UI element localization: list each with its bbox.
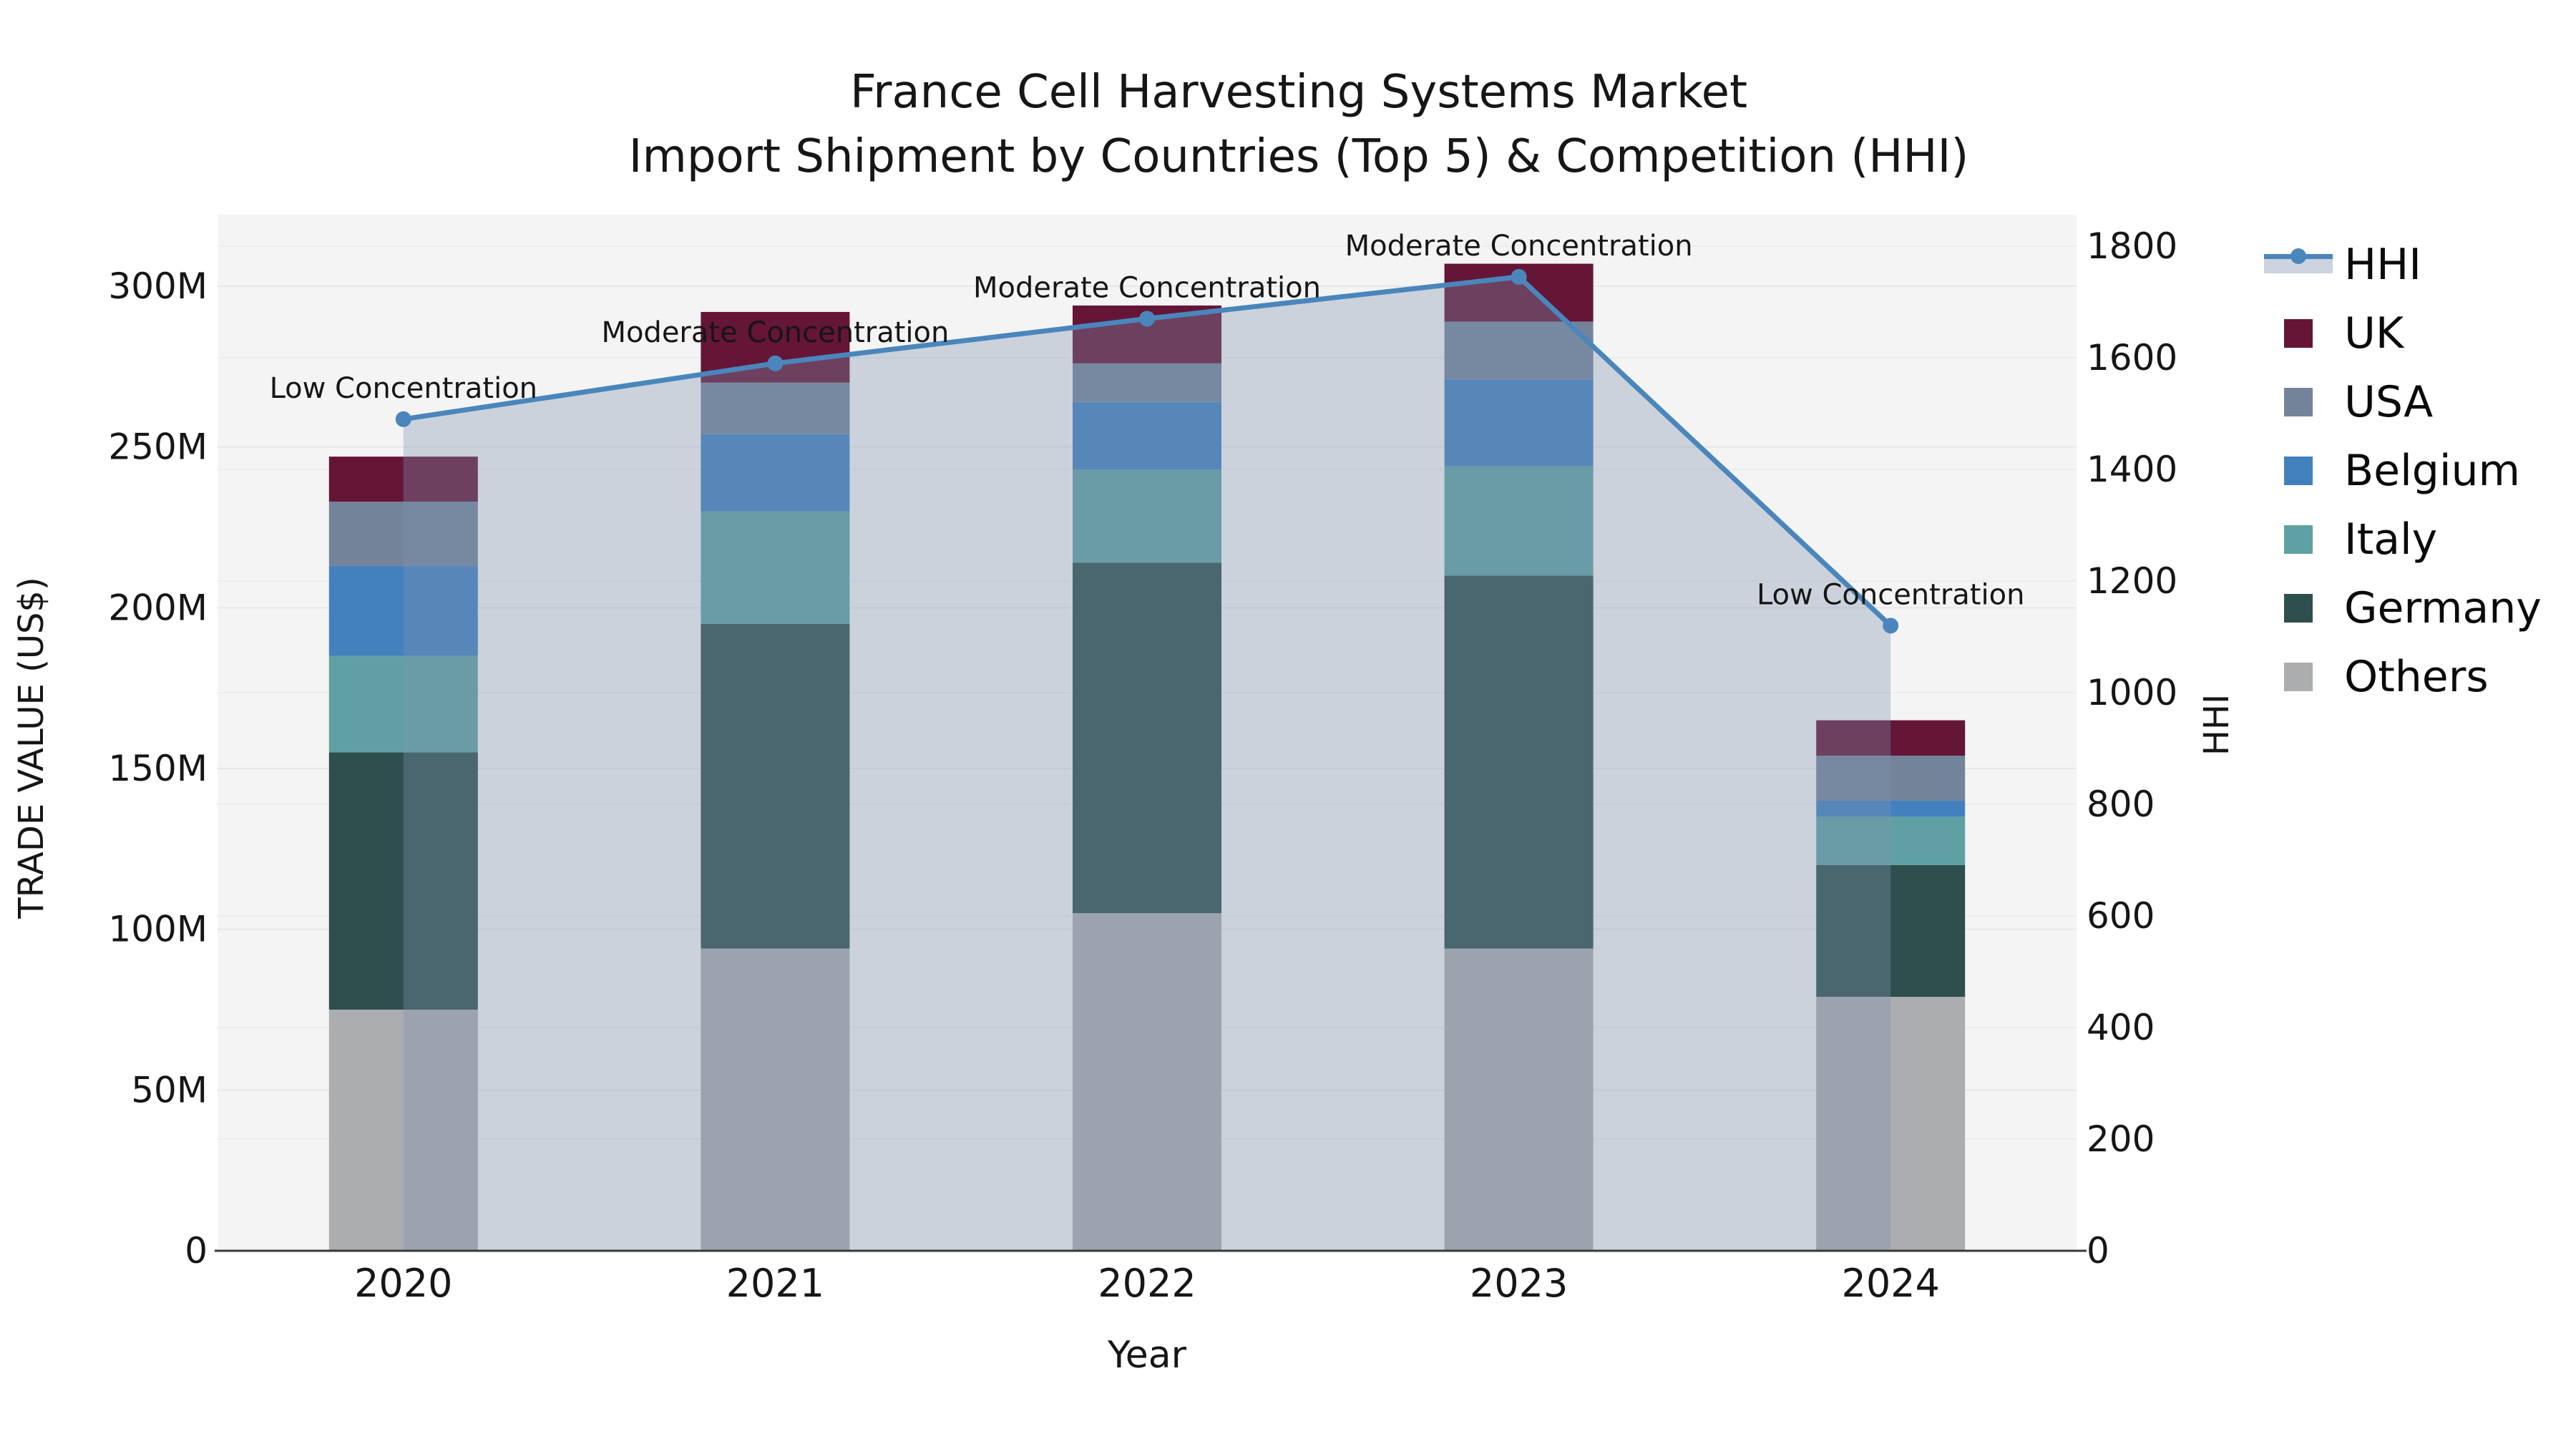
hhi-marker-2020 [395,411,411,427]
bar-segment-usa-2022 [1073,363,1221,402]
legend-item-usa: USA [2264,368,2542,436]
x-tick-2020: 2020 [354,1261,452,1306]
annotation-2023: Moderate Concentration [1345,230,1693,263]
y-right-tick-1200: 1200 [2087,560,2177,602]
bar-segment-belgium-2024 [1816,800,1966,817]
y-right-tick-1800: 1800 [2087,225,2177,267]
y-right-tick-1400: 1400 [2087,449,2177,490]
x-tick-2021: 2021 [726,1261,824,1306]
y-right-tick-400: 400 [2087,1007,2155,1048]
y-right-tick-600: 600 [2087,895,2155,937]
bar-segment-italy-2024 [1816,816,1966,865]
y-right-tick-0: 0 [2087,1230,2109,1272]
legend-item-belgium: Belgium [2264,436,2542,505]
annotation-2021: Moderate Concentration [601,316,949,349]
legend-swatch-icon [2264,594,2333,623]
legend-item-uk: UK [2264,299,2542,368]
hhi-area-fill [403,276,1891,1251]
legend-swatch-icon [2264,457,2333,485]
bar-segment-italy-2021 [701,511,850,624]
bar-segment-belgium-2020 [328,565,478,656]
legend-label: Germany [2344,583,2542,633]
legend-swatch-icon [2264,388,2333,416]
bar-segment-germany-2022 [1073,562,1221,914]
bar-segment-italy-2020 [328,655,478,753]
y-left-tick-50M: 50M [131,1069,208,1111]
y-right-tick-800: 800 [2087,784,2155,825]
y-right-tick-1600: 1600 [2087,337,2177,379]
hhi-marker-2022 [1139,311,1155,327]
bar-segment-others-2021 [701,948,850,1251]
y-left-tick-0: 0 [185,1230,208,1272]
chart-title: France Cell Harvesting Systems Market Im… [225,60,2372,189]
annotation-2024: Low Concentration [1757,578,2024,611]
bar-segment-germany-2023 [1444,575,1594,949]
y-left-tick-200M: 200M [108,587,208,628]
bar-segment-belgium-2023 [1444,379,1594,467]
y-left-tick-300M: 300M [108,265,208,307]
legend-label: USA [2344,377,2434,427]
chart-title-line1: France Cell Harvesting Systems Market [849,66,1748,119]
bar-segment-others-2022 [1073,913,1221,1251]
hhi-line-icon [2264,248,2333,273]
bar-segment-italy-2023 [1444,466,1594,576]
bar-segment-belgium-2021 [701,434,850,512]
legend-swatch-icon [2264,319,2333,348]
bar-segment-germany-2024 [1816,864,1966,997]
hhi-marker-2024 [1883,618,1899,634]
bar-segment-usa-2020 [328,502,478,566]
y-right-tick-200: 200 [2087,1118,2155,1160]
y-axis-title-left: TRADE VALUE (US$) [11,577,52,919]
y-axis-title-right: HHI [2197,693,2237,756]
bar-segment-germany-2021 [701,623,850,949]
bar-segment-belgium-2022 [1073,401,1221,470]
legend-label: HHI [2344,240,2421,290]
hhi-marker-2023 [1511,268,1527,285]
x-tick-2022: 2022 [1098,1261,1196,1306]
bar-segment-italy-2022 [1073,469,1221,563]
chart-title-line2: Import Shipment by Countries (Top 5) & C… [628,130,1969,183]
bar-segment-others-2020 [328,1010,478,1251]
y-right-tick-1000: 1000 [2087,672,2177,713]
legend-item-others: Others [2264,643,2542,711]
bar-segment-usa-2023 [1444,321,1594,380]
annotation-2022: Moderate Concentration [973,271,1321,304]
y-left-tick-100M: 100M [108,909,208,950]
legend-item-italy: Italy [2264,505,2542,574]
annotation-2020: Low Concentration [270,372,537,405]
x-tick-2024: 2024 [1841,1261,1939,1306]
bar-segment-usa-2021 [701,382,850,434]
legend-item-germany: Germany [2264,574,2542,643]
bar-segment-others-2023 [1444,948,1594,1251]
legend-label: UK [2344,308,2404,358]
legend-swatch-icon [2264,525,2333,554]
bar-segment-usa-2024 [1816,756,1966,801]
hhi-marker-2021 [767,355,784,371]
bar-segment-others-2024 [1816,997,1966,1251]
x-tick-2023: 2023 [1470,1261,1568,1306]
legend: HHI UK USA Belgium Italy Germany Others [2264,230,2542,711]
bar-segment-uk-2024 [1816,720,1966,756]
x-axis-title: Year [1107,1334,1187,1377]
y-left-tick-250M: 250M [108,426,208,468]
legend-swatch-icon [2264,663,2333,691]
legend-item-hhi: HHI [2264,230,2542,299]
legend-label: Belgium [2344,446,2520,496]
bar-segment-germany-2020 [328,752,478,1010]
legend-label: Others [2344,652,2489,702]
bar-segment-uk-2020 [328,457,478,502]
y-left-tick-150M: 150M [108,748,208,789]
legend-label: Italy [2344,514,2438,565]
